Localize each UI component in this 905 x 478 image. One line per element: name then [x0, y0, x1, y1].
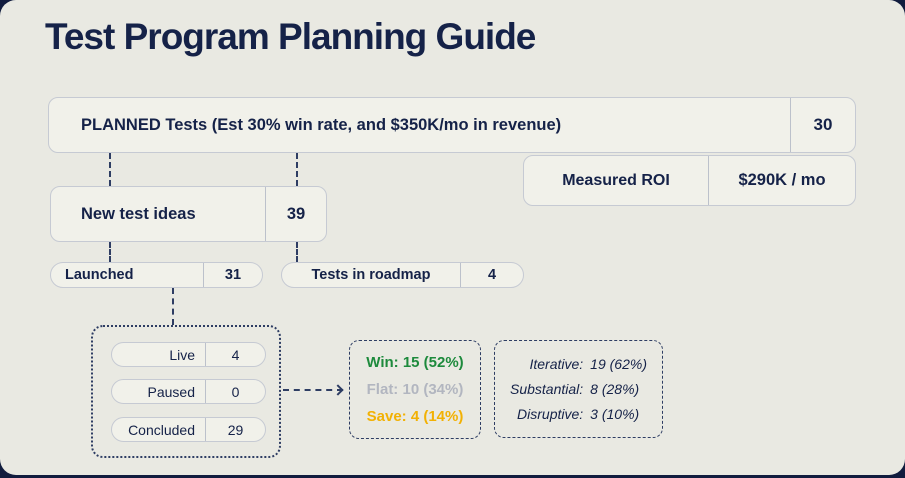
connector-launched-to-status: [172, 288, 174, 325]
arrowhead-icon: [332, 384, 344, 396]
connector-planned-to-ideas-left: [109, 153, 111, 186]
connector-ideas-to-launched: [109, 242, 111, 262]
outcomes-panel: Win: 15 (52%) Flat: 10 (34%) Save: 4 (14…: [349, 340, 481, 439]
type-substantial-label: Substantial:: [510, 381, 584, 397]
type-disruptive-label: Disruptive:: [517, 406, 584, 422]
status-live-label: Live: [112, 343, 206, 366]
measured-roi-box: Measured ROI $290K / mo: [523, 155, 856, 206]
new-test-ideas-divider: [265, 187, 266, 241]
outcome-win: Win: 15 (52%): [366, 354, 464, 371]
tests-in-roadmap-value: 4: [487, 267, 497, 283]
type-iterative-value: 19 (62%): [590, 356, 647, 372]
new-test-ideas-value: 39: [286, 204, 306, 223]
test-types-panel: Iterative: 19 (62%) Substantial: 8 (28%)…: [494, 340, 663, 438]
measured-roi-divider: [708, 156, 709, 205]
tests-in-roadmap-box: Tests in roadmap 4: [281, 262, 524, 288]
status-live-value: 4: [231, 346, 240, 363]
connector-ideas-to-roadmap: [296, 242, 298, 262]
outcome-save: Save: 4 (14%): [366, 408, 464, 425]
status-container: Live 4 Paused 0 Concluded 29: [91, 325, 281, 458]
planned-tests-label: PLANNED Tests (Est 30% win rate, and $35…: [81, 115, 562, 134]
test-types-grid: Iterative: 19 (62%) Substantial: 8 (28%)…: [495, 356, 662, 422]
launched-label: Launched: [65, 267, 134, 283]
status-concluded-label: Concluded: [112, 418, 206, 441]
measured-roi-label: Measured ROI: [562, 171, 670, 189]
status-row-paused: Paused 0: [111, 379, 266, 404]
launched-box: Launched 31: [50, 262, 263, 288]
status-row-live: Live 4: [111, 342, 266, 367]
status-concluded-value: 29: [227, 421, 244, 438]
planned-divider: [790, 98, 791, 152]
type-substantial-value: 8 (28%): [590, 381, 640, 397]
launched-divider: [203, 263, 204, 287]
outcome-flat: Flat: 10 (34%): [366, 381, 464, 398]
type-iterative-label: Iterative:: [529, 356, 584, 372]
status-paused-label: Paused: [112, 380, 206, 403]
connector-planned-to-ideas-right: [296, 153, 298, 186]
connector-status-to-outcomes: [283, 389, 343, 391]
page-title: Test Program Planning Guide: [45, 16, 536, 57]
status-paused-value: 0: [231, 383, 240, 400]
planned-tests-box: PLANNED Tests (Est 30% win rate, and $35…: [48, 97, 856, 153]
planned-tests-value: 30: [813, 115, 833, 134]
type-disruptive-value: 3 (10%): [590, 406, 640, 422]
tests-in-roadmap-label: Tests in roadmap: [311, 267, 431, 283]
measured-roi-value: $290K / mo: [738, 171, 826, 189]
new-test-ideas-box: New test ideas 39: [50, 186, 327, 242]
tests-in-roadmap-divider: [460, 263, 461, 287]
launched-value: 31: [224, 267, 242, 283]
new-test-ideas-label: New test ideas: [81, 204, 196, 223]
status-row-concluded: Concluded 29: [111, 417, 266, 442]
